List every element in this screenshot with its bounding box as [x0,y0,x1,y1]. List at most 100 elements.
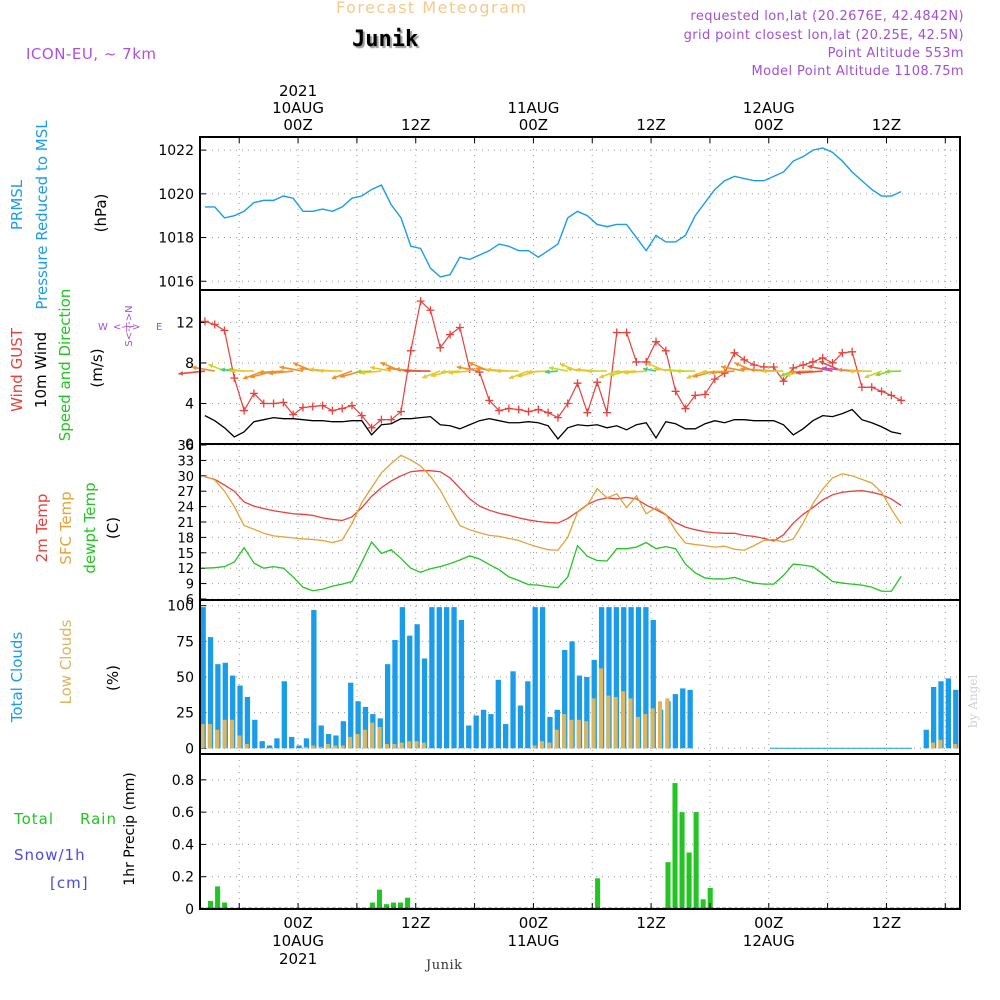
wind-arrow-head [566,366,572,372]
low-cloud-bar [362,729,367,749]
total-cloud-bar [562,649,568,749]
total-cloud-bar [569,641,575,749]
total-rain-label-rain: Rain [80,810,117,828]
total-cloud-bar [252,719,258,749]
gust-label: Wind GUST [8,327,26,412]
gust-marker [338,404,347,413]
gust-marker [740,355,749,364]
total-cloud-bar [281,681,287,749]
gust-marker [406,346,415,355]
wind-arrow-head [785,372,791,377]
low-clouds-label: Low Clouds [57,619,75,704]
total-cloud-bar [628,607,634,749]
compass-west-label: W [98,322,108,333]
wind-label: 10m Wind [32,332,50,408]
low-cloud-bar [377,726,382,749]
wind-arrow-head [721,365,726,370]
low-cloud-bar [355,734,360,749]
bottom-time-label: 12Z [636,914,665,932]
clouds-ytick-label: 0 [185,741,194,757]
temperature-ytick-label: 33 [177,454,194,469]
total-cloud-bar [584,677,590,749]
temperature-ytick-label: 21 [177,516,194,531]
top-time-label: 00Z [754,116,783,134]
low-cloud-bar [657,701,663,749]
wind-arrow-head [356,369,361,375]
pressure-frame [199,136,961,291]
temp-2m-label: 2m Temp [33,494,51,563]
wind-arrow-head [293,362,299,367]
total-cloud-bar [215,664,221,749]
wind-arrow-head [431,372,436,378]
gust-marker [750,360,759,369]
wind-arrow-head [309,367,314,372]
gust-marker [220,326,229,335]
gust-marker [534,405,543,414]
total-cloud-bar [333,735,339,749]
wind-arrow-head [258,369,264,375]
precip-ytick-label: 0.6 [172,805,194,821]
total-cloud-bar [237,685,243,749]
total-cloud-bar [230,675,236,749]
low-cloud-bar [237,735,242,749]
footer-location: Junik [426,958,463,973]
gust-marker [426,306,435,315]
low-cloud-bar [311,745,316,749]
chart-title: Forecast Meteogram [336,0,528,17]
gust-marker [681,404,690,413]
total-cloud-bar [451,607,457,749]
snow-unit-label: [cm] [50,874,89,892]
wind-arrow-head [864,373,870,379]
gust-marker [524,407,533,416]
wind-arrow-head [380,361,386,367]
wind-arrow-head [496,368,501,374]
wind-arrow-head [422,374,428,379]
pressure-ytick-label: 1022 [158,143,194,159]
wind-arrow-head [676,368,681,374]
gust-marker [818,353,827,362]
bottom-time-label: 12Z [872,914,901,932]
low-cloud-bar [953,744,958,749]
pressure-unit-label: (hPa) [92,194,110,233]
gust-marker [652,337,660,346]
clouds-ytick-label: 50 [176,670,194,686]
rain-bar [222,902,228,909]
pressure-ytick-label: 1016 [158,274,194,290]
precip-ytick-label: 0.2 [172,870,194,886]
low-cloud-bar [650,708,655,749]
gust-marker [701,390,710,399]
total-cloud-bar [414,624,420,749]
wind-arrow-head [666,367,672,373]
gust-marker [455,323,464,332]
total-cloud-bar [945,678,952,749]
gust-marker [259,399,268,408]
total-cloud-bar [436,607,442,749]
total-cloud-bar [680,688,686,749]
wind-arrow-head [587,368,592,374]
wind-arrow-head [822,365,827,371]
gust-marker [730,348,739,357]
total-cloud-bar [687,689,693,749]
wind-arrow-head [599,373,605,379]
total-cloud-bar [547,716,553,749]
low-cloud-bar [230,719,235,749]
temp-sfc-label: SFC Temp [57,491,75,564]
temp-unit-label: (C) [104,517,122,539]
bottom-time-label: 12AUG [743,932,795,950]
temperature-ytick-label: 18 [177,531,194,546]
wind-arrow-head [807,364,813,370]
wind-arrow-head [440,369,446,375]
gust-marker [249,389,258,398]
gust-marker [887,391,896,400]
bottom-time-label: 00Z [519,914,548,932]
total-cloud-bar [503,724,509,749]
total-cloud-bar [259,741,265,749]
gust-marker [553,413,562,422]
compass-we-axis: <-|-> [113,322,140,333]
low-cloud-bar [325,744,330,749]
gust-marker [691,391,700,400]
gust-marker [210,320,219,329]
temperature-ytick-label: 12 [177,562,194,577]
total-cloud-bar [458,619,465,749]
rain-bar [686,852,692,909]
